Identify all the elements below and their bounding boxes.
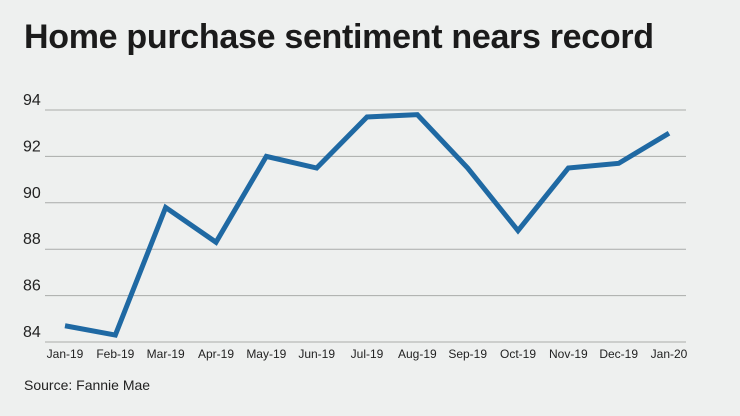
- data-point: [63, 323, 68, 328]
- x-tick-label: Feb-19: [96, 347, 134, 361]
- x-tick-label: Jan-19: [47, 347, 84, 361]
- data-point: [616, 161, 621, 166]
- y-tick-label: 88: [23, 231, 41, 248]
- y-tick-label: 86: [23, 278, 41, 295]
- source-note: Source: Fannie Mae: [24, 377, 151, 393]
- y-tick-label: 84: [23, 324, 41, 341]
- chart-title: Home purchase sentiment nears record: [24, 18, 654, 56]
- y-tick-label: 90: [23, 185, 41, 202]
- x-axis-ticks: Jan-19 Feb-19 Mar-19 Apr-19 May-19 Jun-19 Jul-…: [47, 347, 688, 361]
- x-tick-label: Jul-19: [351, 347, 384, 361]
- data-point: [415, 112, 420, 117]
- x-tick-label: Sep-19: [448, 347, 487, 361]
- data-point: [113, 333, 118, 338]
- x-tick-label: Apr-19: [198, 347, 234, 361]
- data-point: [163, 205, 168, 210]
- x-tick-label: Aug-19: [398, 347, 437, 361]
- x-tick-label: Nov-19: [549, 347, 588, 361]
- series-line: [64, 112, 671, 338]
- x-tick-label: Jun-19: [298, 347, 335, 361]
- data-point: [566, 166, 571, 171]
- data-point: [264, 154, 269, 159]
- data-point: [516, 228, 521, 233]
- x-tick-label: Dec-19: [599, 347, 638, 361]
- gridlines: [45, 109, 686, 343]
- data-point: [667, 131, 672, 136]
- y-axis-ticks: 84 86 88 90 92 94: [23, 92, 41, 341]
- data-point: [465, 166, 470, 171]
- x-tick-label: Mar-19: [147, 347, 185, 361]
- x-tick-label: Oct-19: [500, 347, 536, 361]
- y-tick-label: 92: [23, 138, 41, 155]
- data-point: [365, 114, 370, 119]
- x-tick-label: May-19: [246, 347, 286, 361]
- data-point: [314, 166, 319, 171]
- series-group: [63, 112, 672, 338]
- x-tick-label: Jan-20: [651, 347, 688, 361]
- data-point: [214, 240, 219, 245]
- y-tick-label: 94: [23, 92, 41, 109]
